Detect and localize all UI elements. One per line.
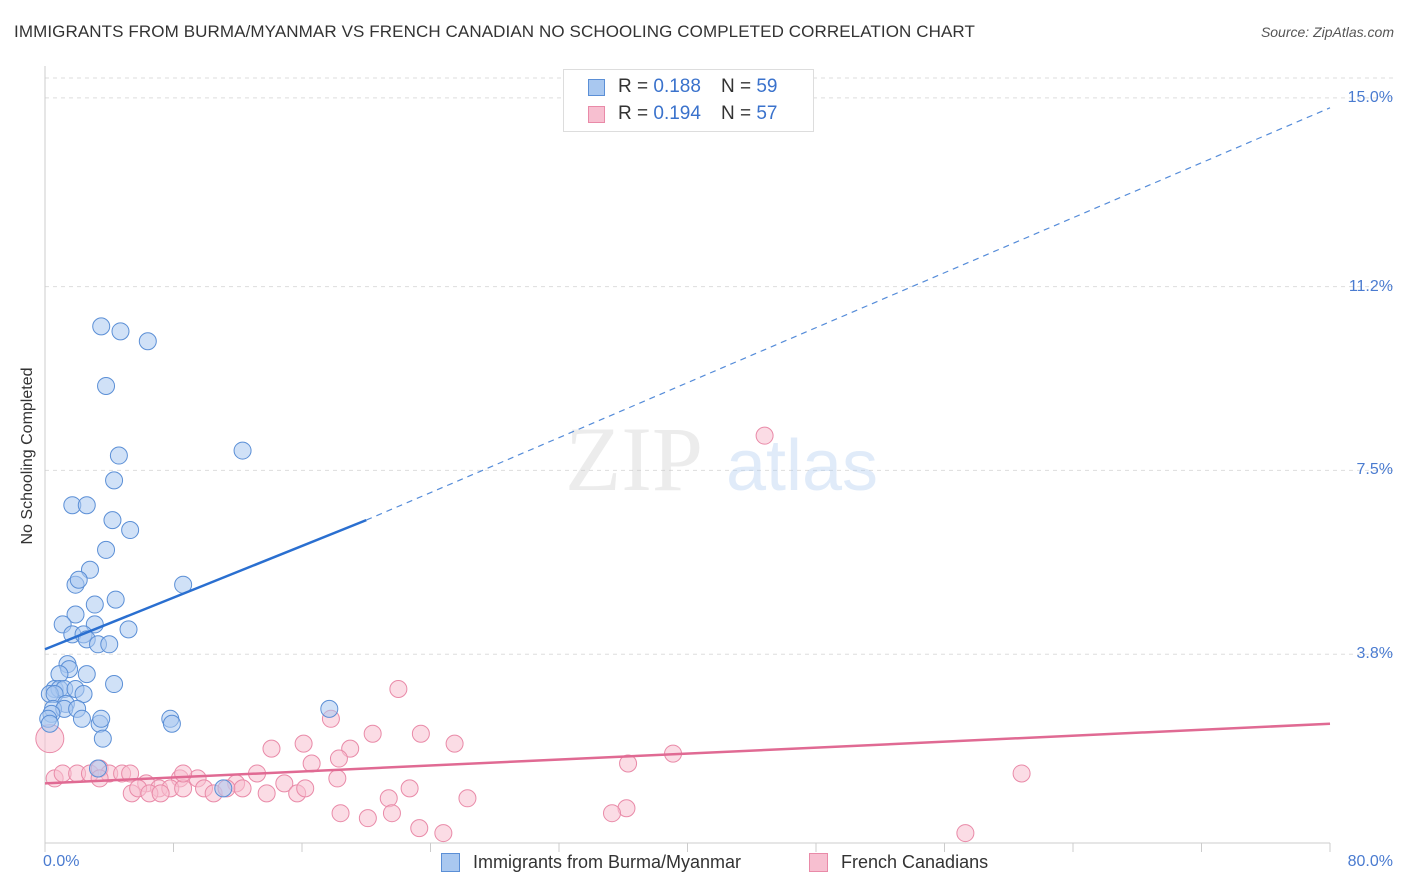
data-point-pink xyxy=(331,804,350,823)
data-point-pink xyxy=(603,804,622,823)
data-point-pink xyxy=(233,779,252,798)
y-tick-label: 11.2% xyxy=(1348,277,1393,295)
y-tick-label: 15.0% xyxy=(1347,88,1393,106)
data-point-pink xyxy=(121,764,140,783)
data-point-blue xyxy=(92,709,111,728)
data-point-blue xyxy=(320,699,339,718)
y-tick-label: 3.8% xyxy=(1356,645,1393,663)
data-point-blue xyxy=(138,332,157,351)
data-point-blue xyxy=(121,521,140,540)
data-point-blue xyxy=(214,779,233,798)
data-point-blue xyxy=(97,540,116,559)
bottom-legend-label-blue: Immigrants from Burma/Myanmar xyxy=(473,852,742,872)
data-point-blue xyxy=(105,471,124,490)
data-point-blue xyxy=(105,675,124,694)
data-point-pink xyxy=(296,779,315,798)
data-point-blue xyxy=(69,570,88,589)
series-burma-myanmar xyxy=(39,317,339,798)
data-point-blue xyxy=(66,605,85,624)
data-point-blue xyxy=(103,511,122,530)
data-point-pink xyxy=(151,784,170,803)
legend-row-pink: R = 0.194 N = 57 xyxy=(588,103,777,125)
y-tick-label: 7.5% xyxy=(1356,461,1393,479)
legend-r-value: 0.188 xyxy=(653,76,701,97)
bottom-legend-pink: French Canadians xyxy=(809,852,988,873)
legend-r-label: R = xyxy=(618,103,649,124)
data-point-blue xyxy=(109,446,128,465)
data-point-pink xyxy=(174,764,193,783)
data-point-blue xyxy=(80,560,99,579)
trend-line-blue xyxy=(44,518,367,651)
data-point-blue xyxy=(74,684,93,703)
data-point-pink xyxy=(382,804,401,823)
data-point-blue xyxy=(100,635,119,654)
data-point-blue xyxy=(233,441,252,460)
data-point-pink xyxy=(619,754,638,773)
data-point-pink xyxy=(434,824,453,843)
data-point-pink xyxy=(445,734,464,753)
bottom-legend-blue: Immigrants from Burma/Myanmar xyxy=(441,852,741,873)
x-tick-min: 0.0% xyxy=(43,853,80,870)
source-label: Source: ZipAtlas.com xyxy=(1260,24,1394,40)
data-point-pink xyxy=(956,824,975,843)
watermark: ZIP atlas xyxy=(565,408,878,510)
bottom-legend-swatch-blue xyxy=(441,853,460,872)
data-point-blue xyxy=(106,590,125,609)
data-point-pink xyxy=(1012,764,1031,783)
series-french-canadians xyxy=(35,426,1031,843)
data-point-blue xyxy=(119,620,138,639)
trend-line-pink xyxy=(44,722,1331,785)
data-point-pink xyxy=(410,819,429,838)
legend-row-blue: R = 0.188 N = 59 xyxy=(588,76,777,98)
x-tick-max: 80.0% xyxy=(1347,853,1393,870)
data-point-blue xyxy=(162,714,181,733)
legend-swatch-pink xyxy=(588,105,605,123)
data-point-pink xyxy=(755,426,774,445)
data-point-blue xyxy=(77,665,96,684)
data-point-pink xyxy=(257,784,276,803)
legend: R = 0.188 N = 59 R = 0.194 N = 57 xyxy=(563,69,814,132)
trend-line-blue-extension xyxy=(366,107,1331,521)
data-point-blue xyxy=(40,714,59,733)
data-point-pink xyxy=(363,724,382,743)
legend-r-label: R = xyxy=(618,76,649,97)
data-point-blue xyxy=(85,595,104,614)
data-point-pink xyxy=(294,734,313,753)
data-point-blue xyxy=(77,496,96,515)
bottom-legend-swatch-pink xyxy=(809,853,828,872)
chart-title: IMMIGRANTS FROM BURMA/MYANMAR VS FRENCH … xyxy=(14,22,975,41)
legend-r-value: 0.194 xyxy=(653,103,701,124)
legend-n-value: 57 xyxy=(756,103,778,124)
data-point-pink xyxy=(400,779,419,798)
watermark-atlas: atlas xyxy=(726,426,878,506)
data-point-blue xyxy=(92,317,111,336)
data-point-pink xyxy=(389,680,408,699)
data-point-pink xyxy=(458,789,477,808)
legend-n-label: N = xyxy=(720,76,752,97)
data-point-blue xyxy=(72,709,91,728)
data-point-pink xyxy=(358,809,377,828)
legend-n-label: N = xyxy=(720,103,752,124)
data-point-pink xyxy=(341,739,360,758)
data-point-blue xyxy=(111,322,130,341)
data-point-pink xyxy=(262,739,281,758)
legend-n-value: 59 xyxy=(756,76,778,97)
data-point-pink xyxy=(302,754,321,773)
data-point-pink xyxy=(411,724,430,743)
bottom-legend-label-pink: French Canadians xyxy=(841,852,989,872)
data-point-pink xyxy=(275,774,294,793)
data-point-blue xyxy=(97,376,116,395)
data-point-blue xyxy=(89,759,108,778)
watermark-zip: ZIP xyxy=(565,408,703,510)
data-point-pink xyxy=(328,769,347,788)
data-point-pink xyxy=(329,749,348,768)
data-point-blue xyxy=(93,729,112,748)
trend-lines xyxy=(44,107,1331,785)
data-point-pink xyxy=(379,789,398,808)
legend-swatch-blue xyxy=(588,78,605,96)
